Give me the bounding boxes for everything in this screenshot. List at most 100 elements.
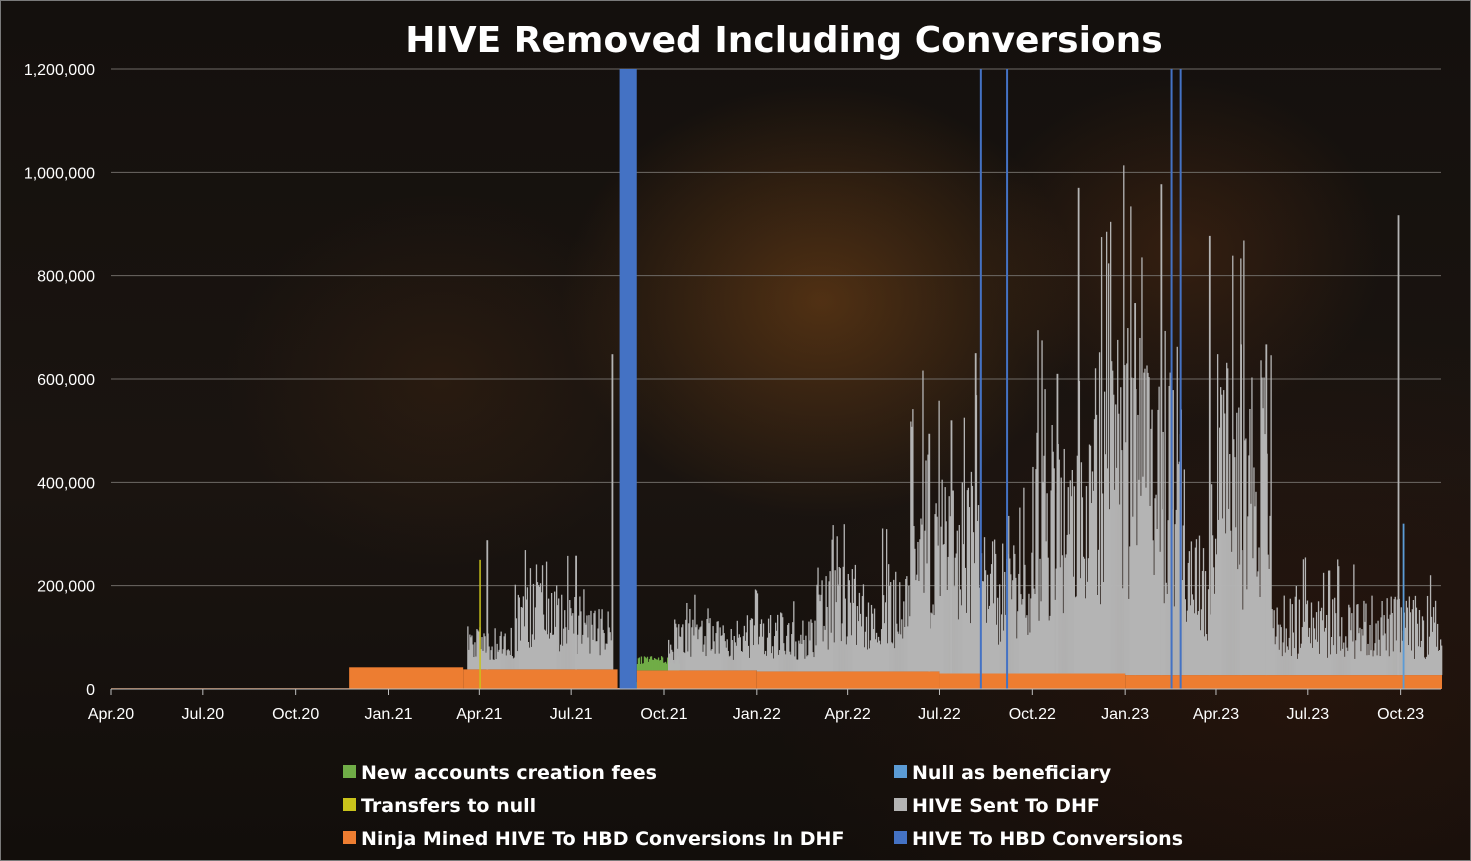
series-bar-dhf [867, 602, 870, 672]
series-bar-dhf [876, 642, 879, 672]
series-bar-dhf [1325, 614, 1328, 676]
series-bar-dhf [740, 651, 742, 671]
series-bar-dhf [497, 651, 499, 670]
series-bar-dhf [1030, 598, 1032, 674]
series-bar-dhf [1144, 368, 1146, 676]
series-bar-dhf [547, 598, 550, 670]
series-bar-dhf [882, 595, 885, 672]
series-bar-dhf [1200, 609, 1203, 676]
series-bar-dhf [517, 594, 519, 670]
series-bar-dhf [981, 581, 984, 674]
series-bar-dhf [597, 628, 599, 670]
x-tick-label: Apr.21 [456, 706, 502, 723]
series-bar-dhf [1097, 549, 1100, 674]
series-bar-dhf [703, 644, 705, 671]
series-bar-dhf [820, 594, 822, 672]
series-bar-dhf [863, 647, 866, 672]
series-bar-dhf [549, 632, 552, 670]
series-bar-dhf [710, 650, 712, 671]
series-bar-dhf [1315, 612, 1318, 676]
series-bar-dhf [1227, 368, 1229, 676]
series-bar-dhf [1378, 639, 1380, 676]
series-bar-dhf [600, 618, 602, 670]
series-bar-dhf [473, 657, 475, 670]
series-bar-dhf [1338, 566, 1340, 676]
series-bar-dhf [815, 645, 817, 672]
series-bar-dhf [546, 634, 549, 670]
series-bar-dhf [1267, 554, 1269, 676]
series-bar-dhf [918, 581, 920, 672]
series-bar-dhf [1197, 611, 1200, 676]
series-bar-dhf [998, 644, 1000, 674]
series-bar-dhf [1419, 647, 1422, 676]
series-bar-dhf [1308, 627, 1311, 676]
legend-swatch [343, 831, 356, 844]
series-spike-hbd-conversions [979, 69, 982, 689]
series-bar-dhf [1091, 471, 1094, 674]
series-bar-dhf [1359, 627, 1361, 676]
series-bar-dhf [956, 530, 958, 674]
series-bar-dhf [1416, 623, 1419, 676]
series-bar-dhf [553, 591, 556, 670]
series-bar-dhf [888, 564, 890, 672]
series-bar-dhf [1354, 658, 1356, 676]
series-bar-dhf [1033, 588, 1035, 674]
series-bar-dhf [602, 629, 604, 670]
series-bar-dhf [896, 623, 898, 672]
series-bar-dhf [1181, 580, 1183, 676]
series-spike-hbd-conversions [633, 69, 636, 689]
series-bar-dhf [1111, 361, 1113, 674]
series-bar-dhf [560, 644, 562, 670]
series-bar-dhf [469, 634, 471, 670]
series-bar-dhf [688, 623, 690, 671]
series-bar-dhf [1369, 624, 1371, 676]
series-bar-dhf [1065, 554, 1067, 674]
series-bar-account-fees [638, 657, 641, 671]
series-bar-dhf [1138, 479, 1140, 676]
series-bar-account-fees [644, 657, 647, 671]
series-bar-account-fees [659, 660, 662, 671]
series-bar-dhf [875, 632, 878, 672]
series-bar-dhf [793, 601, 795, 672]
series-bar-dhf [991, 541, 994, 674]
series-bar-dhf [1357, 604, 1359, 676]
series-bar-dhf [608, 627, 610, 670]
series-bar-dhf [763, 654, 766, 672]
series-bar-dhf [745, 632, 748, 671]
series-bar-dhf [1194, 547, 1197, 676]
series-bar-dhf [1191, 594, 1194, 676]
series-bar-dhf [478, 631, 480, 670]
series-bar-dhf [764, 650, 767, 672]
series-bar-dhf [941, 479, 943, 674]
series-bar-account-fees [647, 661, 650, 671]
series-bar-dhf [962, 544, 964, 674]
series-bar-dhf [562, 645, 564, 670]
series-bar-dhf [1107, 263, 1110, 674]
series-bar-dhf [679, 636, 681, 671]
series-bar-dhf [1389, 614, 1391, 676]
series-bar-dhf [966, 490, 969, 674]
series-bar-dhf [691, 627, 693, 671]
series-bar-dhf [912, 409, 914, 672]
series-bar-dhf [725, 647, 727, 671]
series-bar-dhf [668, 639, 670, 671]
series-bar-dhf [814, 620, 816, 672]
series-bar-account-fees [656, 659, 659, 671]
series-bar-dhf [1222, 518, 1224, 676]
series-bar-dhf [940, 526, 942, 674]
series-bar-dhf [1109, 509, 1111, 674]
series-bar-dhf [1141, 257, 1143, 676]
axes: 0 200,000 400,000 600,000 800,000 1,000,000 1,… [24, 62, 1441, 723]
series-bar-dhf [1202, 548, 1205, 676]
series-bar-dhf [892, 643, 894, 672]
series-bar-dhf [544, 630, 547, 670]
series-bar-dhf [1005, 614, 1007, 674]
x-tick-label: Jan.21 [364, 706, 412, 723]
series-bar-dhf [707, 608, 709, 671]
series-bar-dhf [798, 640, 800, 672]
series-bar-dhf [830, 632, 832, 672]
series-bar-dhf [1043, 455, 1045, 674]
series-bar-dhf [566, 643, 568, 670]
series-bar-dhf [1311, 647, 1314, 676]
series-bar-dhf [672, 651, 674, 671]
